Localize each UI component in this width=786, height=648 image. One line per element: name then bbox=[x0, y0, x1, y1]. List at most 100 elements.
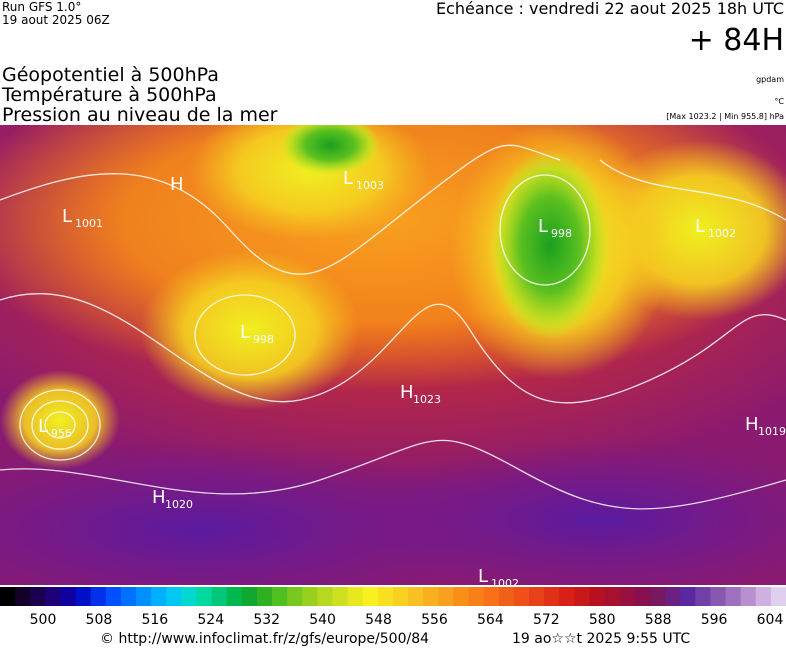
unit-label: gpdam bbox=[756, 75, 784, 84]
colorbar-swatch bbox=[393, 587, 409, 606]
center-symbol: L bbox=[538, 216, 548, 237]
center-symbol: L bbox=[695, 216, 705, 237]
center-symbol: L bbox=[38, 416, 48, 437]
colorbar-swatch bbox=[105, 587, 122, 606]
center-value: 1023 bbox=[413, 393, 441, 406]
colorbar-swatch bbox=[695, 587, 711, 606]
colorbar-swatch bbox=[347, 587, 364, 606]
colorbar-swatch bbox=[211, 587, 228, 606]
colorbar-swatch bbox=[377, 587, 394, 606]
colorbar-swatch bbox=[181, 587, 197, 606]
colorbar-swatch bbox=[15, 587, 31, 606]
colorbar-swatch bbox=[438, 587, 454, 606]
colorbar-swatch bbox=[45, 587, 61, 606]
colorbar-swatch bbox=[498, 587, 515, 606]
center-value: 956 bbox=[51, 427, 72, 440]
center-symbol: L bbox=[478, 566, 488, 587]
colorbar-swatch bbox=[665, 587, 681, 606]
colorbar-swatch bbox=[710, 587, 727, 606]
colorbar-swatch bbox=[166, 587, 182, 606]
colorbar-swatch bbox=[151, 587, 167, 606]
colorbar-swatch bbox=[755, 587, 772, 606]
colorbar-swatch bbox=[0, 587, 16, 606]
colorbar-tick-label: 532 bbox=[253, 612, 280, 628]
colorbar-swatch bbox=[574, 587, 590, 606]
colorbar-swatch bbox=[60, 587, 77, 606]
colorbar-swatch bbox=[649, 587, 666, 606]
unit-label: °C bbox=[774, 97, 784, 106]
echeance: Echéance : vendredi 22 aout 2025 18h UTC bbox=[436, 0, 784, 18]
colorbar-swatch bbox=[559, 587, 575, 606]
colorbar-tick-label: 508 bbox=[86, 612, 113, 628]
colorbar-tick-label: 556 bbox=[421, 612, 448, 628]
colorbar-swatch bbox=[453, 587, 470, 606]
center-symbol: H bbox=[745, 414, 759, 435]
colorbar-tick-label: 604 bbox=[757, 612, 784, 628]
legend-line: Pression au niveau de la mer bbox=[2, 104, 278, 126]
colorbar-swatch bbox=[196, 587, 213, 606]
center-value: 998 bbox=[253, 333, 274, 346]
colorbar-tick-label: 572 bbox=[533, 612, 560, 628]
timestamp: 19 ao☆☆t 2025 9:55 UTC bbox=[512, 631, 690, 647]
center-value: 1020 bbox=[165, 498, 193, 511]
colorbar-tick-label: 540 bbox=[309, 612, 336, 628]
center-symbol: L bbox=[62, 206, 72, 227]
legend-line: Température à 500hPa bbox=[1, 84, 217, 106]
colorbar-tick-label: 516 bbox=[141, 612, 168, 628]
colorbar-tick-label: 580 bbox=[589, 612, 616, 628]
colorbar-swatch bbox=[136, 587, 152, 606]
colorbar-swatch bbox=[604, 587, 621, 606]
center-symbol: H bbox=[170, 174, 184, 195]
colorbar-swatch bbox=[90, 587, 107, 606]
colorbar-swatch bbox=[513, 587, 530, 606]
colorbar-swatch bbox=[725, 587, 742, 606]
colorbar-tick-label: 548 bbox=[365, 612, 392, 628]
colorbar-swatch bbox=[302, 587, 318, 606]
colorbar-tick-label: 500 bbox=[30, 612, 57, 628]
range-label: [Max 1023.2 | Min 955.8] hPa bbox=[666, 112, 784, 121]
colorbar-tick-label: 524 bbox=[197, 612, 224, 628]
colorbar-swatch bbox=[680, 587, 696, 606]
center-symbol: L bbox=[343, 168, 353, 189]
colorbar-swatch bbox=[272, 587, 288, 606]
colorbar-swatch bbox=[589, 587, 606, 606]
colorbar-tick-label: 564 bbox=[477, 612, 504, 628]
center-symbol: H bbox=[152, 487, 166, 508]
colorbar-swatch bbox=[634, 587, 651, 606]
colorbar-swatch bbox=[120, 587, 137, 606]
center-value: 998 bbox=[551, 227, 572, 240]
colorbar-swatch bbox=[770, 587, 786, 606]
center-value: 1019 bbox=[758, 425, 786, 438]
colorbar-swatch bbox=[332, 587, 349, 606]
center-value: 1003 bbox=[356, 179, 384, 192]
colorbar: 500 508 516 524 532 540 548 556 564 572 580 588 596 6… bbox=[0, 587, 786, 628]
center-value: 1002 bbox=[491, 577, 519, 590]
colorbar-swatch bbox=[317, 587, 334, 606]
colorbar-swatch bbox=[468, 587, 485, 606]
colorbar-swatch bbox=[226, 587, 243, 606]
center-value: 1002 bbox=[708, 227, 736, 240]
colorbar-swatch bbox=[408, 587, 424, 606]
center-symbol: L bbox=[240, 322, 250, 343]
legend-line: Géopotentiel à 500hPa bbox=[2, 64, 219, 86]
colorbar-tick-label: 596 bbox=[701, 612, 728, 628]
lead-time: + 84H bbox=[689, 23, 784, 58]
center-value: 1001 bbox=[75, 217, 103, 230]
colorbar-swatch bbox=[423, 587, 439, 606]
map bbox=[0, 125, 786, 585]
colorbar-swatch bbox=[75, 587, 92, 606]
colorbar-swatch bbox=[256, 587, 273, 606]
colorbar-swatch bbox=[619, 587, 636, 606]
colorbar-swatch bbox=[483, 587, 500, 606]
colorbar-tick-label: 588 bbox=[645, 612, 672, 628]
run-date: 19 aout 2025 06Z bbox=[2, 13, 110, 27]
colorbar-swatch bbox=[287, 587, 303, 606]
colorbar-swatch bbox=[740, 587, 757, 606]
colorbar-swatch bbox=[241, 587, 258, 606]
colorbar-swatch bbox=[529, 587, 545, 606]
run-label: Run GFS 1.0° bbox=[2, 0, 81, 14]
colorbar-swatch bbox=[544, 587, 560, 606]
